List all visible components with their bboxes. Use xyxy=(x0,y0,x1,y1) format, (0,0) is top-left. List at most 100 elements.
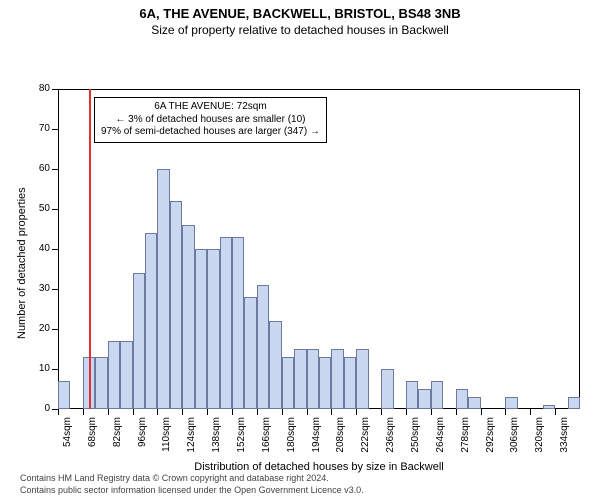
histogram-bar xyxy=(282,357,294,409)
x-tick-mark xyxy=(406,409,407,415)
x-tick-label: 194sqm xyxy=(311,417,322,465)
histogram-bar xyxy=(331,349,343,409)
x-tick-mark xyxy=(381,409,382,415)
x-tick-label: 166sqm xyxy=(261,417,272,465)
x-tick-label: 236sqm xyxy=(385,417,396,465)
x-tick-mark xyxy=(481,409,482,415)
chart-container: Number of detached properties01020304050… xyxy=(0,37,600,469)
x-tick-label: 138sqm xyxy=(211,417,222,465)
x-tick-mark xyxy=(58,409,59,415)
y-tick-mark xyxy=(52,249,58,250)
x-tick-mark xyxy=(555,409,556,415)
x-tick-mark xyxy=(257,409,258,415)
x-tick-mark xyxy=(282,409,283,415)
x-tick-label: 68sqm xyxy=(87,417,98,465)
x-tick-label: 320sqm xyxy=(534,417,545,465)
histogram-bar xyxy=(195,249,207,409)
histogram-bar xyxy=(182,225,194,409)
annotation-line: 6A THE AVENUE: 72sqm xyxy=(101,101,320,114)
histogram-bar xyxy=(381,369,393,409)
histogram-bar xyxy=(170,201,182,409)
chart-footer: Contains HM Land Registry data © Crown c… xyxy=(20,473,580,496)
x-tick-mark xyxy=(207,409,208,415)
histogram-bar xyxy=(456,389,468,409)
histogram-bar xyxy=(95,357,107,409)
x-tick-mark xyxy=(108,409,109,415)
annotation-line: ← 3% of detached houses are smaller (10) xyxy=(101,114,320,127)
marker-line xyxy=(89,89,91,409)
y-tick-label: 60 xyxy=(20,163,50,174)
histogram-bar xyxy=(344,357,356,409)
y-tick-mark xyxy=(52,369,58,370)
y-tick-label: 10 xyxy=(20,363,50,374)
x-tick-mark xyxy=(431,409,432,415)
y-tick-mark xyxy=(52,289,58,290)
x-tick-label: 124sqm xyxy=(186,417,197,465)
histogram-bar xyxy=(307,349,319,409)
y-tick-label: 0 xyxy=(20,403,50,414)
x-tick-label: 278sqm xyxy=(460,417,471,465)
y-tick-label: 30 xyxy=(20,283,50,294)
x-tick-label: 54sqm xyxy=(62,417,73,465)
x-tick-label: 96sqm xyxy=(137,417,148,465)
x-tick-mark xyxy=(157,409,158,415)
histogram-bar xyxy=(108,341,120,409)
histogram-bar xyxy=(431,381,443,409)
x-tick-mark xyxy=(505,409,506,415)
y-tick-label: 40 xyxy=(20,243,50,254)
histogram-bar xyxy=(257,285,269,409)
histogram-bar xyxy=(319,357,331,409)
x-tick-label: 334sqm xyxy=(559,417,570,465)
x-tick-label: 110sqm xyxy=(161,417,172,465)
histogram-bar xyxy=(505,397,517,409)
x-tick-label: 82sqm xyxy=(112,417,123,465)
histogram-bar xyxy=(269,321,281,409)
histogram-bar xyxy=(120,341,132,409)
histogram-bar xyxy=(244,297,256,409)
histogram-bar xyxy=(543,405,555,409)
histogram-bar xyxy=(207,249,219,409)
x-tick-label: 180sqm xyxy=(286,417,297,465)
x-tick-label: 208sqm xyxy=(335,417,346,465)
x-tick-mark xyxy=(530,409,531,415)
footer-line-2: Contains public sector information licen… xyxy=(20,485,580,497)
chart-title-line1: 6A, THE AVENUE, BACKWELL, BRISTOL, BS48 … xyxy=(0,6,600,21)
histogram-bar xyxy=(157,169,169,409)
x-axis-label: Distribution of detached houses by size … xyxy=(58,461,580,473)
x-tick-mark xyxy=(456,409,457,415)
x-tick-mark xyxy=(83,409,84,415)
x-tick-mark xyxy=(356,409,357,415)
histogram-bar xyxy=(58,381,70,409)
chart-title-line2: Size of property relative to detached ho… xyxy=(0,23,600,37)
y-tick-label: 20 xyxy=(20,323,50,334)
x-tick-label: 264sqm xyxy=(435,417,446,465)
histogram-bar xyxy=(220,237,232,409)
y-tick-mark xyxy=(52,169,58,170)
y-tick-label: 50 xyxy=(20,203,50,214)
y-tick-mark xyxy=(52,209,58,210)
y-tick-label: 70 xyxy=(20,123,50,134)
x-tick-label: 250sqm xyxy=(410,417,421,465)
y-tick-mark xyxy=(52,329,58,330)
x-tick-label: 292sqm xyxy=(485,417,496,465)
x-tick-mark xyxy=(182,409,183,415)
histogram-bar xyxy=(468,397,480,409)
x-tick-mark xyxy=(331,409,332,415)
y-tick-mark xyxy=(52,89,58,90)
histogram-bar xyxy=(406,381,418,409)
histogram-bar xyxy=(356,349,368,409)
x-tick-label: 306sqm xyxy=(509,417,520,465)
histogram-bar xyxy=(418,389,430,409)
y-tick-label: 80 xyxy=(20,83,50,94)
histogram-bar xyxy=(232,237,244,409)
x-tick-mark xyxy=(232,409,233,415)
x-tick-mark xyxy=(307,409,308,415)
histogram-bar xyxy=(294,349,306,409)
annotation-line: 97% of semi-detached houses are larger (… xyxy=(101,126,320,139)
annotation-box: 6A THE AVENUE: 72sqm← 3% of detached hou… xyxy=(94,97,327,143)
y-tick-mark xyxy=(52,129,58,130)
x-tick-mark xyxy=(133,409,134,415)
histogram-bar xyxy=(133,273,145,409)
footer-line-1: Contains HM Land Registry data © Crown c… xyxy=(20,473,580,485)
histogram-bar xyxy=(145,233,157,409)
